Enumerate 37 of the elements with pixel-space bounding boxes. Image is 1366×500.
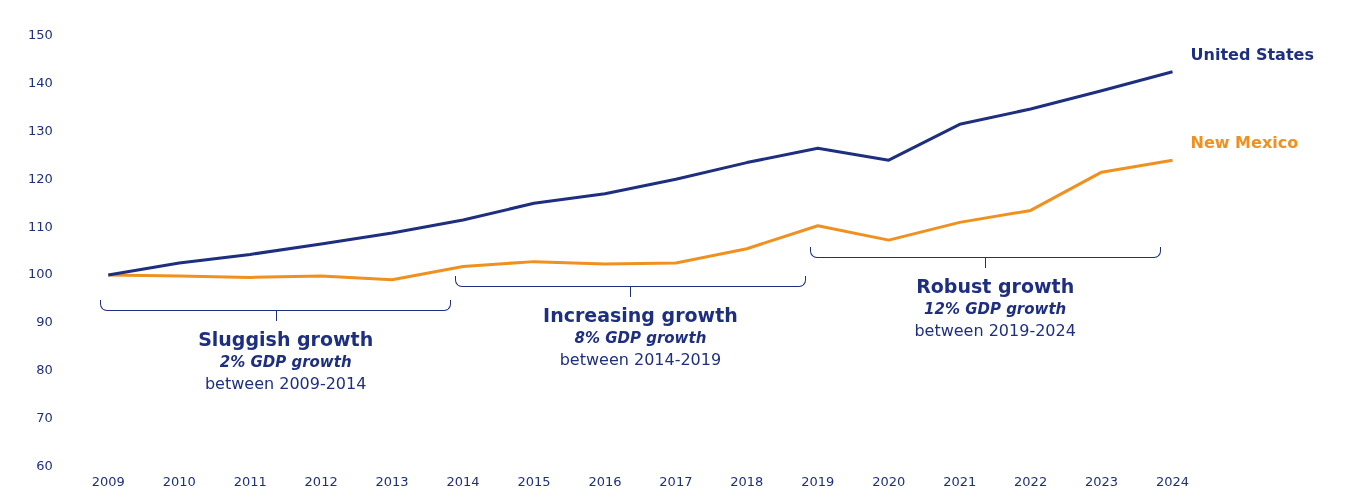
annotation: 8% GDP growth	[574, 328, 707, 347]
x-tick-label: 2011	[233, 473, 267, 489]
x-tick-label: 2022	[1014, 473, 1048, 489]
x-tick-label: 2017	[659, 473, 693, 489]
annotation: between 2009-2014	[204, 374, 367, 394]
y-tick-label: 70	[36, 409, 53, 425]
y-tick-label: 120	[27, 170, 53, 186]
x-tick-label: 2020	[872, 473, 906, 489]
annotation: between 2014-2019	[559, 350, 722, 370]
annotation: between 2019-2024	[914, 321, 1076, 341]
x-tick-label: 2014	[446, 473, 480, 489]
x-tick-label: 2021	[943, 473, 977, 489]
x-tick-label: 2010	[162, 473, 196, 489]
series-label: United States	[1190, 44, 1314, 64]
x-tick-label: 2024	[1155, 473, 1190, 489]
annotation: Sluggish growth	[198, 327, 374, 350]
x-tick-label: 2023	[1085, 473, 1119, 489]
x-tick-label: 2016	[588, 473, 622, 489]
annotation: 12% GDP growth	[924, 300, 1067, 319]
y-tick-label: 130	[27, 122, 53, 138]
y-tick-label: 90	[36, 314, 53, 330]
y-tick-label: 150	[27, 27, 53, 43]
y-tick-label: 100	[27, 266, 53, 282]
y-tick-label: 110	[27, 218, 53, 234]
y-tick-label: 80	[36, 362, 53, 378]
annotation: 2% GDP growth	[219, 352, 352, 371]
x-tick-label: 2013	[375, 473, 409, 489]
y-tick-label: 140	[27, 75, 53, 91]
x-tick-label: 2009	[91, 473, 125, 489]
y-tick-label: 60	[36, 457, 53, 473]
annotation: Robust growth	[916, 275, 1075, 298]
series-label: New Mexico	[1190, 133, 1299, 153]
x-tick-label: 2015	[517, 473, 551, 489]
annotation: Increasing growth	[543, 303, 738, 326]
x-tick-label: 2019	[801, 473, 835, 489]
x-tick-label: 2012	[304, 473, 338, 489]
x-tick-label: 2018	[730, 473, 764, 489]
